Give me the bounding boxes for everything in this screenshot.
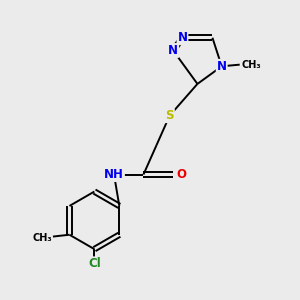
Text: O: O <box>177 168 187 181</box>
Text: S: S <box>165 109 174 122</box>
Text: N: N <box>217 60 227 73</box>
Text: CH₃: CH₃ <box>32 233 52 243</box>
Text: Cl: Cl <box>88 257 101 270</box>
Text: NH: NH <box>104 168 124 181</box>
Text: N: N <box>168 44 178 57</box>
Text: CH₃: CH₃ <box>242 60 262 70</box>
Text: N: N <box>177 31 188 44</box>
